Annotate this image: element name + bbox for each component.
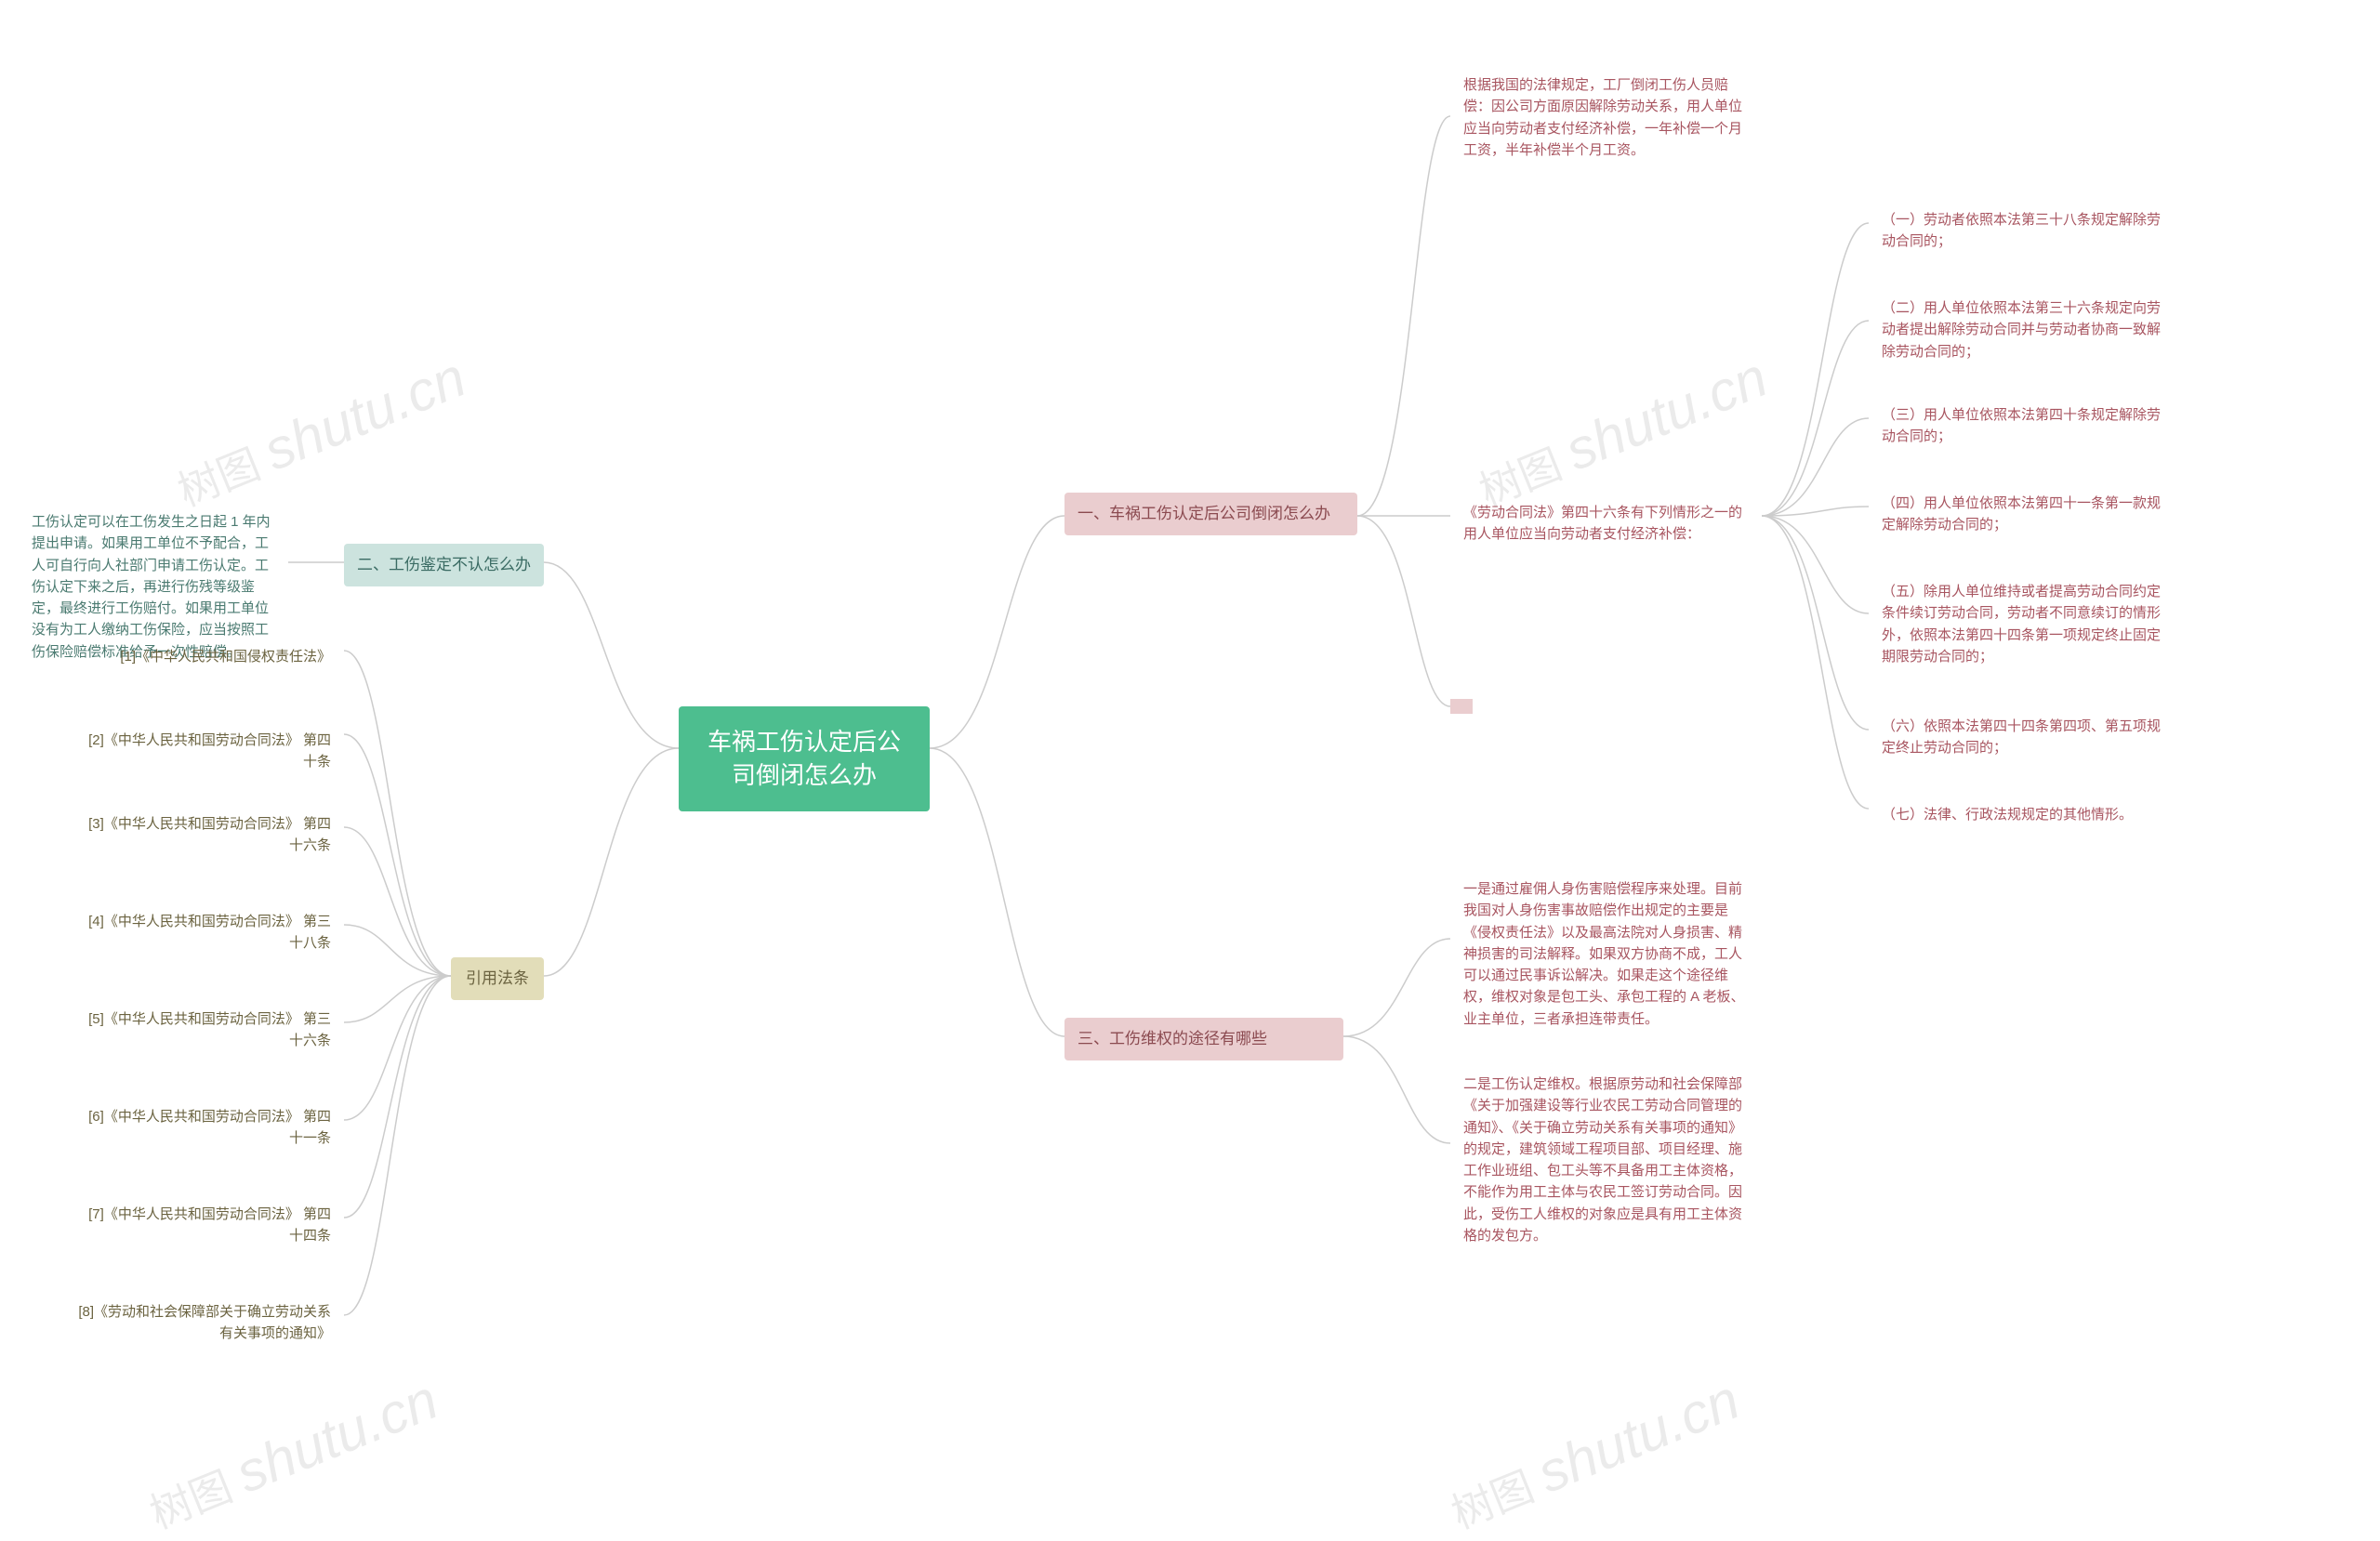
branch-4-item-5: [5]《中华人民共和国劳动合同法》 第三十六条	[65, 999, 344, 1061]
branch-4-item-3: [3]《中华人民共和国劳动合同法》 第四十六条	[65, 804, 344, 866]
branch-4: 引用法条	[451, 957, 544, 1000]
branch-1-item-5: （五）除用人单位维持或者提高劳动合同约定条件续订劳动合同，劳动者不同意续订的情形…	[1869, 572, 2180, 677]
branch-1-item-2: （二）用人单位依照本法第三十六条规定向劳动者提出解除劳动合同并与劳动者协商一致解…	[1869, 288, 2180, 372]
mindmap-canvas: 车祸工伤认定后公司倒闭怎么办 一、车祸工伤认定后公司倒闭怎么办 根据我国的法律规…	[0, 0, 2380, 1527]
branch-1-item-6: （六）依照本法第四十四条第四项、第五项规定终止劳动合同的；	[1869, 706, 2180, 769]
watermark-1: 树图 shutu.cn	[166, 345, 474, 519]
branch-3: 三、工伤维权的途径有哪些	[1064, 1018, 1343, 1060]
branch-4-item-4: [4]《中华人民共和国劳动合同法》 第三十八条	[65, 902, 344, 964]
branch-3-detail-2: 二是工伤认定维权。根据原劳动和社会保障部《关于加强建设等行业农民工劳动合同管理的…	[1450, 1064, 1762, 1256]
watermark-4: 树图 shutu.cn	[1440, 1367, 1748, 1541]
branch-1-item-1: （一）劳动者依照本法第三十八条规定解除劳动合同的；	[1869, 200, 2180, 262]
branch-1-tiny	[1450, 699, 1473, 714]
watermark-3: 树图 shutu.cn	[139, 1367, 446, 1541]
branch-1-item-4: （四）用人单位依照本法第四十一条第一款规定解除劳动合同的；	[1869, 483, 2180, 546]
branch-4-item-6: [6]《中华人民共和国劳动合同法》 第四十一条	[65, 1097, 344, 1159]
branch-4-item-1: [1]《中华人民共和国侵权责任法》	[84, 637, 344, 677]
branch-2: 二、工伤鉴定不认怎么办	[344, 544, 544, 586]
branch-4-item-8: [8]《劳动和社会保障部关于确立劳动关系有关事项的通知》	[65, 1292, 344, 1354]
branch-4-item-2: [2]《中华人民共和国劳动合同法》 第四十条	[65, 720, 344, 783]
branch-3-detail-1: 一是通过雇佣人身伤害赔偿程序来处理。目前我国对人身伤害事故赔偿作出规定的主要是《…	[1450, 869, 1762, 1039]
branch-1-item-3: （三）用人单位依照本法第四十条规定解除劳动合同的；	[1869, 395, 2180, 457]
branch-1-item-7: （七）法律、行政法规规定的其他情形。	[1869, 795, 2180, 835]
root-node: 车祸工伤认定后公司倒闭怎么办	[679, 706, 930, 811]
branch-1-detail-1: 根据我国的法律规定，工厂倒闭工伤人员赔偿：因公司方面原因解除劳动关系，用人单位应…	[1450, 65, 1762, 170]
branch-1: 一、车祸工伤认定后公司倒闭怎么办	[1064, 493, 1357, 535]
branch-1-detail-2: 《劳动合同法》第四十六条有下列情形之一的用人单位应当向劳动者支付经济补偿：	[1450, 493, 1762, 555]
branch-4-item-7: [7]《中华人民共和国劳动合同法》 第四十四条	[65, 1194, 344, 1257]
